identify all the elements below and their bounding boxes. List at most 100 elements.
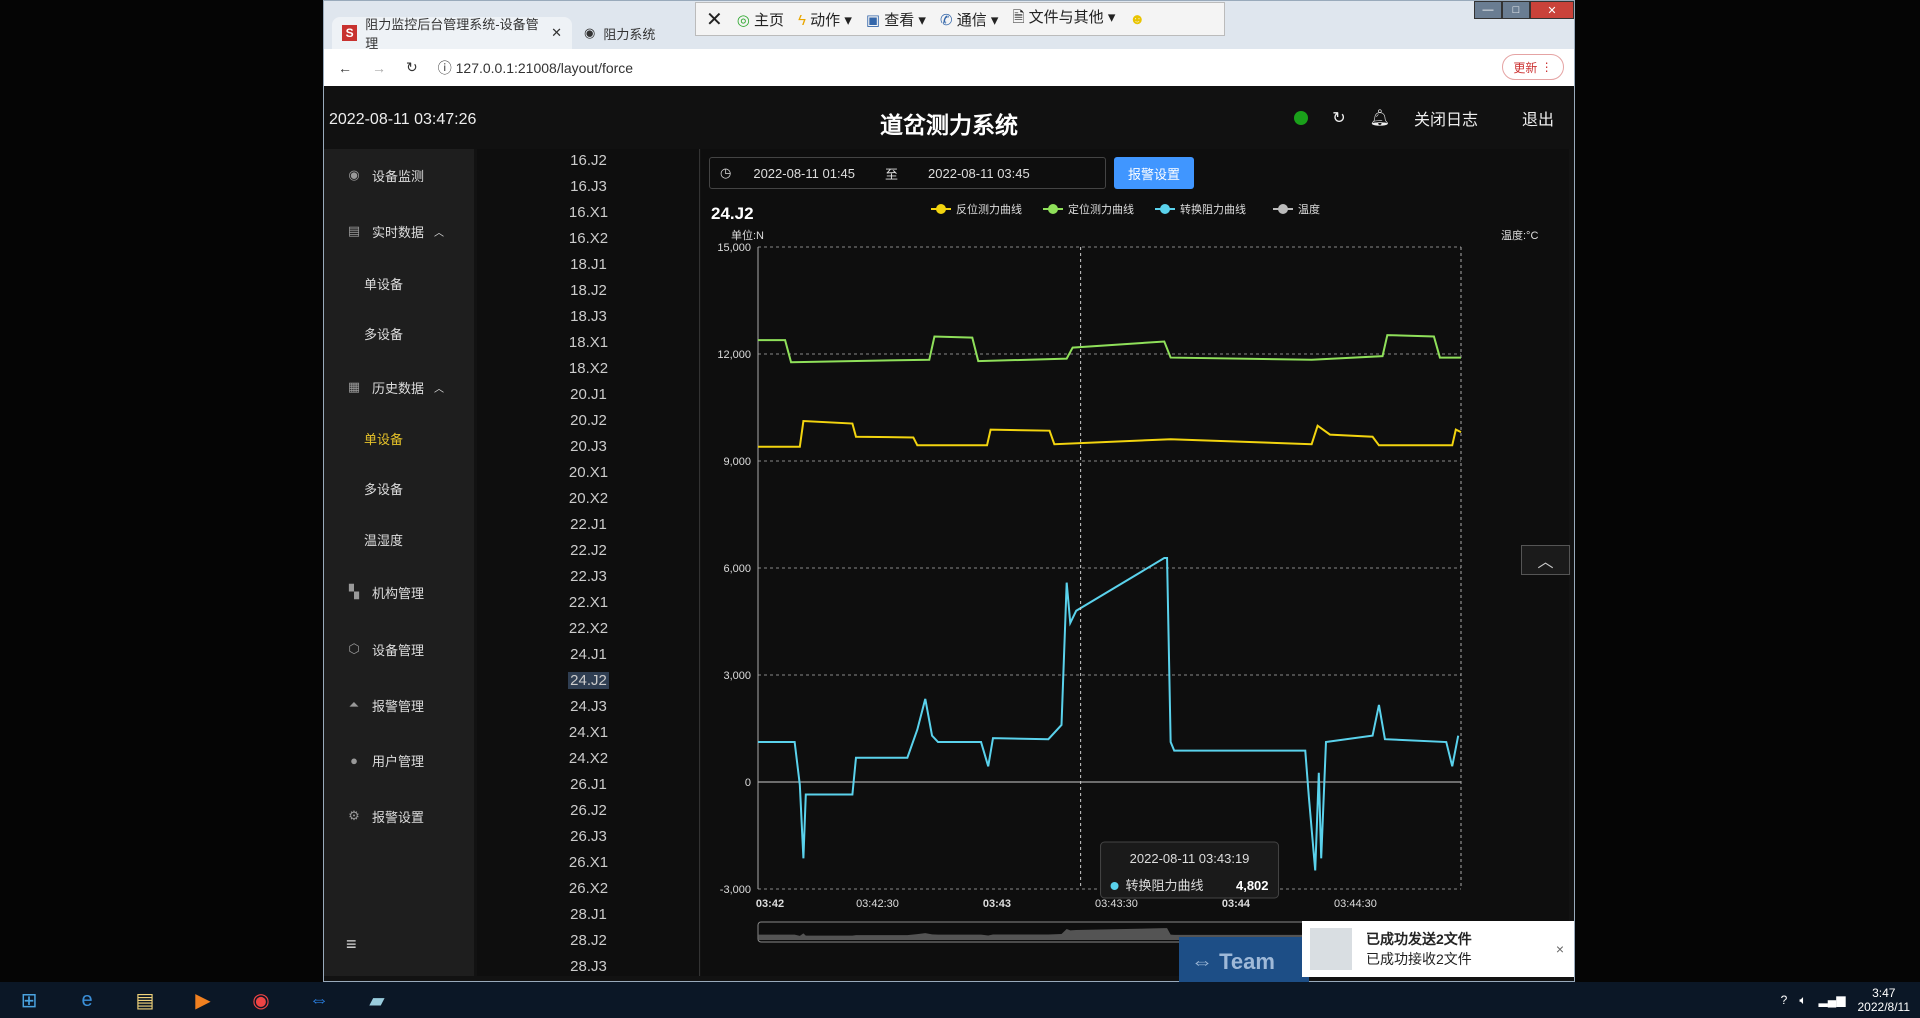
sidebar-item[interactable]: 多设备 (324, 473, 474, 503)
device-item[interactable]: 20.J3 (477, 436, 699, 458)
device-item[interactable]: 16.X2 (477, 228, 699, 250)
back-icon[interactable]: ← (338, 59, 352, 76)
network-icon[interactable]: ▂▄▆ (1818, 993, 1846, 1007)
device-item[interactable]: 18.X1 (477, 332, 699, 354)
menu-toggle-icon[interactable]: ≡ (346, 934, 357, 954)
date-range-picker[interactable]: ◷ 2022-08-11 01:45 至 2022-08-11 03:45 (709, 157, 1106, 189)
sidebar-item[interactable]: ▚ 机构管理 (324, 577, 474, 607)
device-item[interactable]: 20.J1 (477, 384, 699, 406)
device-item[interactable]: 24.J2 (477, 670, 699, 692)
smiley-icon[interactable]: ☻ (1129, 10, 1146, 28)
device-item[interactable]: 18.J1 (477, 254, 699, 276)
toolbar-comm[interactable]: ✆ 通信 ▾ (939, 11, 999, 29)
start-button[interactable]: ⊞ (20, 989, 38, 1012)
sidebar-item[interactable]: ◉ 设备监测 (324, 160, 474, 190)
device-item[interactable]: 22.J1 (477, 514, 699, 536)
device-item[interactable]: 28.J3 (477, 956, 699, 976)
sidebar-item[interactable]: 多设备 (324, 318, 474, 348)
close-tab-icon[interactable]: ✕ (551, 25, 562, 40)
chrome-icon[interactable]: ◉ (252, 989, 270, 1012)
tab-admin[interactable]: S 阻力监控后台管理系统-设备管理 ✕ (332, 17, 572, 51)
toolbar-view[interactable]: ▣ 查看 ▾ (865, 11, 926, 29)
forward-icon[interactable]: → (372, 59, 386, 76)
notif-close-button[interactable]: × (1555, 941, 1564, 957)
sidebar-item[interactable]: ⚙ 报警设置 (324, 801, 474, 831)
sidebar-item-label: 机构管理 (372, 585, 425, 601)
volume-icon[interactable]: 🔈︎ (1799, 992, 1807, 1007)
start-date[interactable]: 2022-08-11 01:45 (753, 165, 856, 181)
device-item[interactable]: 24.J1 (477, 644, 699, 666)
close-log-button[interactable]: 关闭日志 (1413, 112, 1478, 129)
device-item[interactable]: 16.X1 (477, 202, 699, 224)
close-window-button[interactable]: ✕ (1530, 1, 1574, 19)
sidebar-item[interactable]: ▤ 实时数据 ︿ (324, 216, 474, 246)
device-item[interactable]: 22.X2 (477, 618, 699, 640)
maximize-button[interactable]: □ (1502, 1, 1530, 19)
device-item[interactable]: 26.J1 (477, 774, 699, 796)
alarm-settings-button[interactable]: 报警设置 (1114, 157, 1194, 189)
legend-marker (1048, 204, 1058, 214)
toolbar-action[interactable]: ϟ 动作 ▾ (798, 11, 852, 29)
device-item[interactable]: 20.X1 (477, 462, 699, 484)
sidebar-item-label: 多设备 (364, 326, 404, 342)
folder-icon[interactable]: ▤ (135, 989, 155, 1012)
device-item[interactable]: 22.J2 (477, 540, 699, 562)
device-item[interactable]: 28.J1 (477, 904, 699, 926)
device-item[interactable]: 24.J3 (477, 696, 699, 718)
ie-icon[interactable]: e (81, 988, 93, 1011)
device-item[interactable]: 26.X2 (477, 878, 699, 900)
sidebar-item[interactable]: ⏶ 报警管理 (324, 690, 474, 720)
device-item[interactable]: 24.X2 (477, 748, 699, 770)
reload-icon[interactable]: ↻ (406, 59, 418, 75)
device-label: 26.J3 (570, 828, 607, 845)
x-tick-label: 03:44:30 (1334, 898, 1377, 910)
device-label: 20.J1 (570, 386, 607, 403)
media-player-icon[interactable]: ▶ (195, 989, 211, 1012)
y-tick-label: 0 (745, 777, 751, 789)
device-item[interactable]: 26.J2 (477, 800, 699, 822)
close-icon[interactable]: ✕ (706, 8, 723, 31)
device-item[interactable]: 26.X1 (477, 852, 699, 874)
legend-label: 反位测力曲线 (956, 202, 1022, 216)
end-date[interactable]: 2022-08-11 03:45 (928, 165, 1030, 181)
device-item[interactable]: 24.X1 (477, 722, 699, 744)
device-item[interactable]: 22.J3 (477, 566, 699, 588)
device-item[interactable]: 16.J3 (477, 176, 699, 198)
minimize-button[interactable]: — (1474, 1, 1502, 19)
sidebar-item[interactable]: ● 用户管理 (324, 745, 474, 775)
device-item[interactable]: 18.J2 (477, 280, 699, 302)
header-actions: ↻ 🔔︎ 关闭日志 退出 (1294, 106, 1554, 130)
toolbar-files[interactable]: 🗎︎ 文件与其他 ▾ (1012, 9, 1116, 26)
help-icon[interactable]: ? (1780, 993, 1788, 1007)
sidebar-item[interactable]: 单设备 (324, 268, 474, 298)
notif-line2: 已成功接收2文件 (1366, 951, 1472, 967)
sidebar-item[interactable]: 温湿度 (324, 524, 474, 554)
scroll-top-button[interactable]: ︿ (1521, 545, 1570, 575)
tab-force-system[interactable]: ◉ 阻力系统 (574, 17, 734, 49)
bell-icon[interactable]: 🔔︎ (1369, 110, 1390, 127)
sidebar-item[interactable]: 单设备 (324, 423, 474, 453)
toolbar-home[interactable]: ◎ 主页 (736, 11, 785, 29)
device-item[interactable]: 18.J3 (477, 306, 699, 328)
teamviewer-taskbar-icon[interactable]: ⇔ (309, 988, 329, 1011)
sidebar-item[interactable]: ⬡ 设备管理 (324, 634, 474, 664)
url-input[interactable]: ⓘ 127.0.0.1:21008/layout/force (437, 59, 634, 76)
device-item[interactable]: 20.X2 (477, 488, 699, 510)
device-label: 28.J3 (570, 958, 607, 975)
device-item[interactable]: 22.X1 (477, 592, 699, 614)
refresh-icon[interactable]: ↻ (1332, 110, 1346, 127)
chevron-up-icon: ︿ (1537, 554, 1554, 571)
sidebar-item-label: 温湿度 (364, 532, 404, 548)
update-button[interactable]: 更新 ⋮ (1502, 54, 1564, 80)
range-separator: 至 (885, 166, 899, 182)
device-item[interactable]: 28.J2 (477, 930, 699, 952)
device-item[interactable]: 26.J3 (477, 826, 699, 848)
device-item[interactable]: 16.J2 (477, 150, 699, 172)
sidebar-item[interactable]: ▦ 历史数据 ︿ (324, 372, 474, 402)
device-item[interactable]: 20.J2 (477, 410, 699, 432)
app-icon[interactable]: ▰ (369, 989, 385, 1012)
logout-button[interactable]: 退出 (1521, 112, 1554, 129)
sidebar-item-label: 单设备 (364, 276, 404, 292)
device-item[interactable]: 18.X2 (477, 358, 699, 380)
